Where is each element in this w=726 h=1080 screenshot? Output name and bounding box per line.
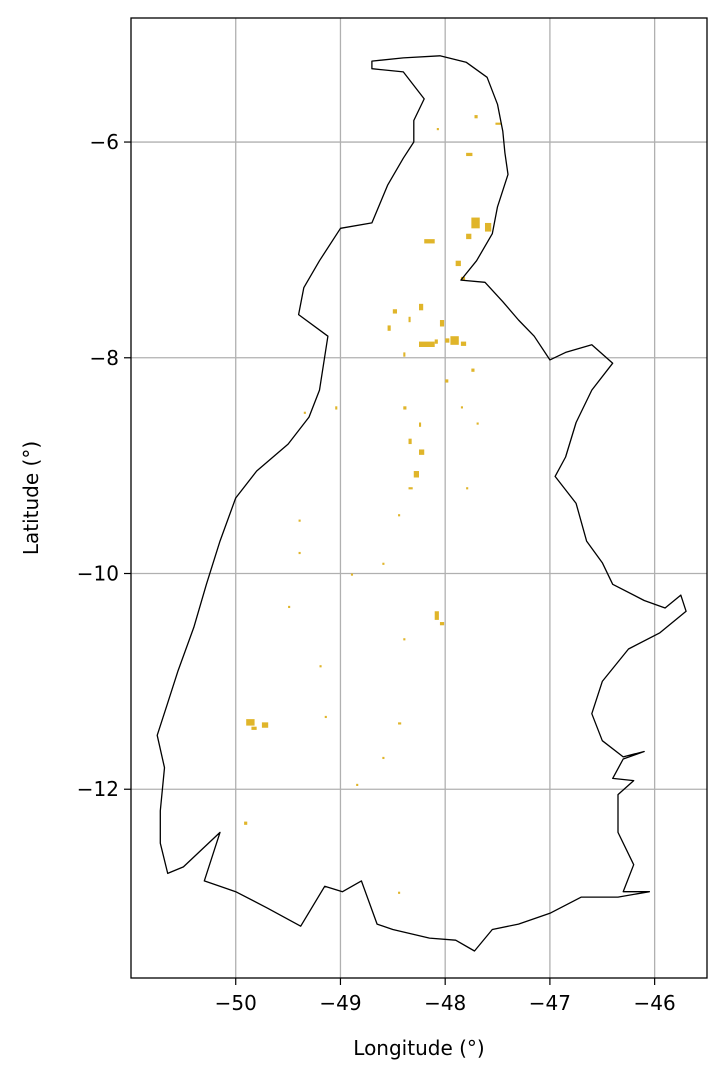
plot-frame (130, 17, 708, 979)
data-patch (424, 239, 435, 244)
data-patch (392, 309, 398, 314)
data-patch (419, 303, 424, 311)
y-tick-label: −8 (90, 346, 119, 370)
data-patch (398, 722, 402, 725)
data-patch (466, 487, 469, 490)
data-patch (434, 611, 439, 620)
data-patch (403, 638, 406, 641)
data-patch (445, 338, 450, 343)
data-patch (403, 352, 406, 357)
data-patch (398, 891, 401, 894)
data-patch (484, 222, 492, 232)
data-patch (445, 379, 449, 383)
data-patch (408, 438, 412, 445)
data-patch (387, 325, 391, 331)
data-patch (450, 336, 459, 345)
data-patch (471, 368, 475, 372)
data-patch (303, 411, 306, 414)
data-patch (298, 519, 301, 522)
data-patch (419, 449, 425, 455)
x-tick-label: −50 (215, 991, 257, 1015)
data-patch (495, 122, 502, 125)
data-patch (319, 665, 322, 668)
axis-ticks: −50 −49 −48 −47 −46 −6 −8 −10 −12 (77, 130, 676, 1015)
y-tick-label: −12 (77, 777, 119, 801)
data-patch (466, 152, 473, 157)
data-patch (298, 551, 301, 555)
data-patch (471, 217, 480, 229)
y-axis-label: Latitude (°) (19, 441, 43, 555)
data-patches (244, 115, 502, 894)
data-patch (460, 341, 467, 346)
data-patch (246, 719, 255, 726)
data-patch (413, 471, 419, 478)
data-patch (382, 562, 385, 565)
data-patch (419, 341, 435, 347)
data-patch (408, 487, 413, 490)
x-tick-label: −49 (319, 991, 361, 1015)
x-axis-label: Longitude (°) (353, 1036, 484, 1060)
data-patch (408, 316, 411, 323)
x-tick-label: −48 (424, 991, 466, 1015)
data-patch (251, 726, 257, 730)
data-patch (356, 783, 359, 786)
state-boundary (156, 55, 687, 952)
data-patch (261, 722, 269, 728)
data-patch (324, 715, 327, 719)
data-patch (434, 339, 438, 344)
x-tick-label: −47 (529, 991, 571, 1015)
data-patch (398, 514, 401, 517)
data-patch (460, 406, 463, 409)
data-patch (436, 128, 439, 131)
x-tick-label: −46 (634, 991, 676, 1015)
data-patch (350, 573, 354, 576)
data-patch (403, 406, 407, 410)
data-patch (244, 821, 248, 825)
data-patch (466, 233, 472, 240)
grid-lines (131, 18, 707, 978)
data-patch (439, 320, 445, 327)
data-patch (419, 422, 422, 427)
y-tick-label: −6 (90, 130, 119, 154)
data-patch (439, 622, 445, 626)
data-patch (474, 115, 478, 119)
data-patch (476, 422, 479, 425)
y-tick-label: −10 (77, 562, 119, 586)
data-patch (455, 260, 461, 267)
data-patch (335, 406, 338, 410)
data-patch (382, 756, 385, 760)
data-patch (288, 605, 291, 609)
